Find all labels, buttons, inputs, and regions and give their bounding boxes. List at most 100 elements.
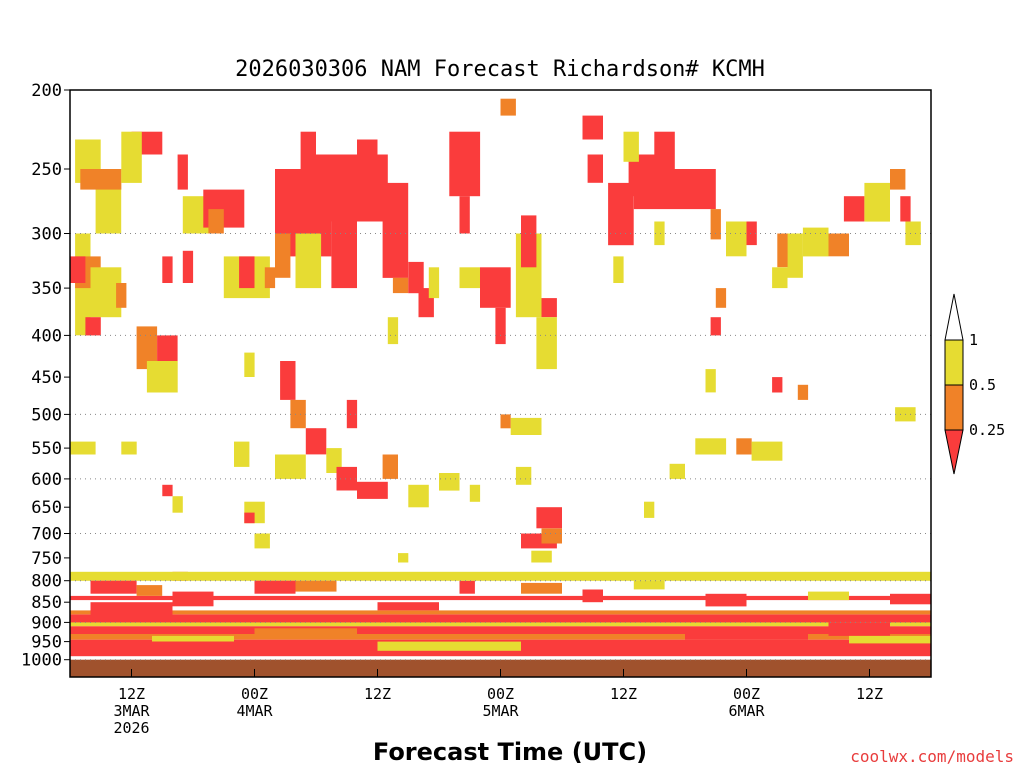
y-tick-label: 600 — [31, 470, 62, 490]
data-cells — [70, 98, 931, 657]
data-cell — [797, 384, 809, 400]
y-tick-label: 450 — [31, 368, 62, 388]
data-cell — [644, 501, 655, 518]
data-cell — [849, 635, 931, 644]
data-cell — [264, 267, 276, 289]
legend-swatch-red — [944, 429, 964, 475]
data-cell — [613, 256, 624, 283]
plot-area — [69, 89, 932, 678]
data-cell — [254, 580, 296, 594]
data-cell — [541, 298, 557, 318]
y-tick-label: 250 — [31, 160, 62, 180]
data-cell — [654, 131, 675, 169]
data-cell — [275, 454, 306, 479]
legend-label: 1 — [969, 331, 978, 349]
data-cell — [70, 595, 931, 601]
y-tick-label: 350 — [31, 279, 62, 299]
x-tick-label: 2026 — [113, 719, 149, 737]
data-cell — [70, 441, 96, 455]
legend-label: 0.5 — [969, 376, 996, 394]
data-cell — [843, 196, 865, 222]
data-cell — [633, 580, 665, 590]
data-cell — [521, 582, 562, 594]
data-cell — [536, 507, 562, 529]
data-cell — [136, 326, 158, 370]
data-cell — [254, 628, 357, 635]
data-cell — [459, 267, 480, 289]
y-tick-label: 1000 — [21, 651, 62, 671]
data-cell — [408, 484, 429, 508]
y-tick-label: 700 — [31, 525, 62, 545]
data-cell — [172, 496, 183, 513]
ground-band — [70, 659, 931, 677]
data-cell — [136, 585, 163, 596]
legend-label: 0.25 — [969, 421, 1005, 439]
data-cell — [70, 614, 931, 623]
data-cell — [85, 317, 101, 336]
data-cell — [116, 283, 127, 308]
data-cell — [808, 591, 849, 601]
data-cell — [392, 277, 409, 294]
data-cell — [510, 417, 542, 435]
data-cell — [890, 593, 931, 605]
x-tick-label: 12Z — [364, 685, 391, 703]
data-cell — [239, 256, 255, 289]
data-cell — [70, 626, 931, 634]
data-cell — [90, 602, 173, 615]
data-cell — [254, 533, 270, 549]
data-cell — [295, 580, 337, 592]
data-cell — [623, 131, 639, 162]
data-cell — [121, 131, 142, 183]
data-cell — [357, 139, 378, 183]
data-cell — [408, 261, 424, 294]
data-cell — [244, 352, 255, 377]
data-cell — [459, 196, 470, 234]
data-cell — [710, 317, 721, 336]
y-tick-label: 300 — [31, 225, 62, 245]
data-cell — [685, 630, 808, 640]
y-axis: 200 250 300 350 400 450 500 550 600 650 700 750 8008… — [21, 81, 70, 671]
data-cell — [710, 209, 721, 240]
data-cell — [905, 221, 921, 246]
y-tick-label: 750 — [31, 549, 62, 569]
data-cell — [121, 441, 137, 455]
data-cell — [275, 233, 291, 278]
data-cell — [295, 233, 322, 289]
data-cell — [290, 399, 306, 429]
x-tick-label: 5MAR — [482, 702, 519, 720]
data-cell — [90, 580, 137, 594]
data-cell — [736, 438, 752, 455]
x-tick-label: 00Z — [733, 685, 760, 703]
data-cell — [582, 589, 603, 603]
y-tick-label: 950 — [31, 633, 62, 653]
data-cell — [536, 317, 557, 370]
data-cell — [787, 233, 803, 278]
data-cell — [300, 131, 316, 169]
data-cell — [280, 361, 296, 400]
data-cell — [715, 288, 727, 308]
y-tick-label: 550 — [31, 439, 62, 459]
x-tick-label: 4MAR — [236, 702, 273, 720]
data-cell — [746, 221, 757, 246]
data-cell — [80, 169, 122, 190]
x-tick-label: 3MAR — [113, 702, 150, 720]
data-cell — [777, 233, 788, 268]
legend-swatch-orange — [944, 384, 964, 431]
data-cell — [531, 550, 552, 563]
data-cell — [177, 154, 188, 190]
data-cell — [802, 227, 829, 257]
data-cell — [387, 317, 399, 345]
data-cell — [244, 512, 255, 524]
data-cell — [587, 154, 603, 183]
y-tick-label: 200 — [31, 81, 62, 101]
data-cell — [900, 196, 911, 222]
data-cell — [439, 473, 460, 491]
data-cell — [469, 484, 481, 502]
x-tick-label: 6MAR — [728, 702, 765, 720]
x-tick-label: 00Z — [487, 685, 514, 703]
data-cell — [515, 466, 532, 485]
x-tick-label: 00Z — [241, 685, 268, 703]
data-cell — [633, 169, 716, 210]
data-cell — [305, 428, 327, 455]
